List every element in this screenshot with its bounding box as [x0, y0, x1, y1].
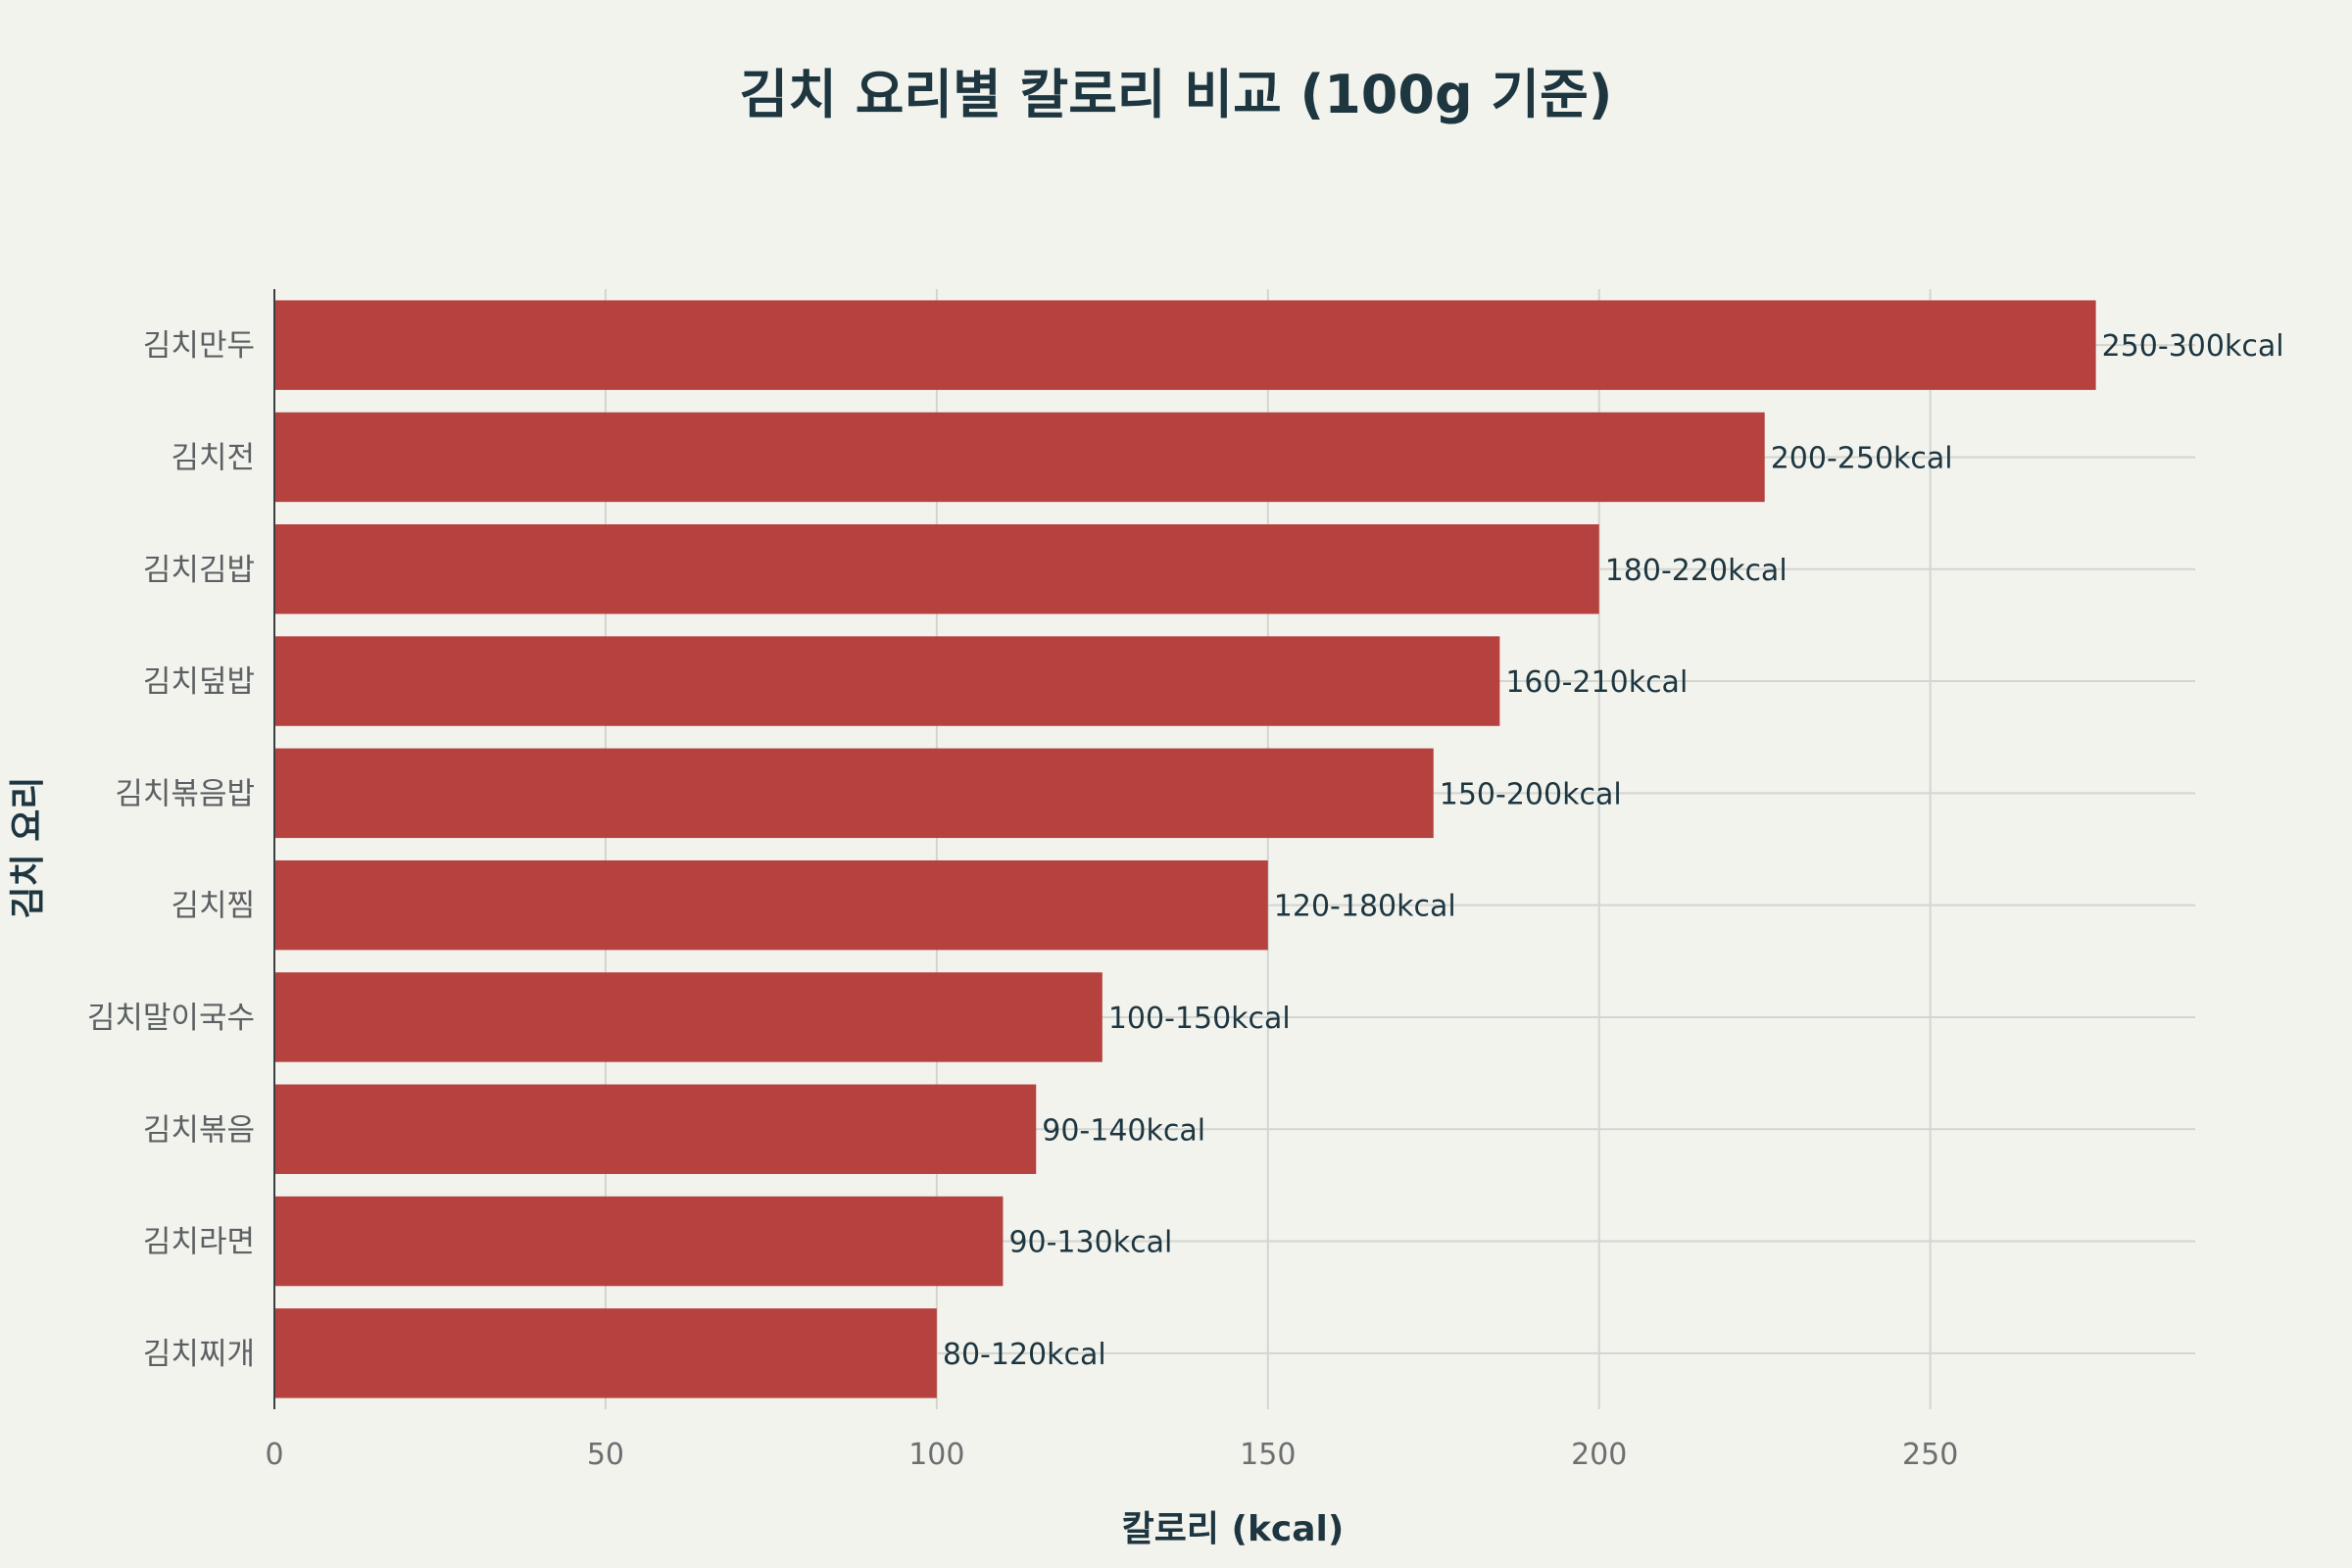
x-tick-label: 200 [1571, 1438, 1627, 1472]
bar [274, 1196, 1004, 1287]
category-label: 김치찌개 [143, 1337, 255, 1372]
category-label: 김치전 [171, 440, 255, 475]
category-label: 김치만두 [143, 328, 255, 364]
y-axis-title: 김치 요리 [8, 776, 48, 918]
bar [274, 1084, 1037, 1174]
category-label: 김치볶음밥 [115, 776, 255, 811]
data-label: 150-200kcal [1440, 777, 1622, 811]
category-label: 김치덮밥 [143, 664, 255, 700]
category-label: 김치라면 [143, 1225, 255, 1260]
category-label: 김치찜 [171, 889, 255, 924]
data-labels: 250-300kcal 200-250kcal 180-220kcal 160-210… [943, 329, 2284, 1372]
bar [274, 300, 2096, 390]
category-label: 김치볶음 [143, 1112, 255, 1148]
data-label: 120-180kcal [1274, 890, 1456, 924]
bar [274, 748, 1434, 839]
x-tick-labels: 0 50 100 150 200 250 [265, 1438, 1958, 1472]
data-label: 160-210kcal [1505, 665, 1688, 700]
bars [274, 300, 2096, 1398]
bar [274, 972, 1102, 1062]
bar [274, 1308, 937, 1398]
x-tick-label: 100 [908, 1438, 964, 1472]
x-tick-label: 0 [265, 1438, 283, 1472]
x-axis-title: 칼로리 (kcal) [1122, 1509, 1345, 1549]
data-label: 250-300kcal [2102, 329, 2284, 364]
category-label: 김치김밥 [143, 553, 255, 588]
data-label: 180-220kcal [1605, 554, 1788, 588]
x-tick-label: 150 [1240, 1438, 1296, 1472]
x-tick-label: 50 [587, 1438, 624, 1472]
y-tick-labels: 김치만두김치전김치김밥김치덮밥김치볶음밥김치찜김치말이국수김치볶음김치라면김치찌… [87, 328, 255, 1372]
data-label: 90-130kcal [1008, 1226, 1172, 1260]
chart-title: 김치 요리별 칼로리 비교 (100g 기준) [740, 64, 1613, 125]
bar [274, 859, 1268, 951]
bar [274, 636, 1500, 726]
bar [274, 524, 1599, 614]
data-label: 200-250kcal [1771, 441, 1953, 475]
data-label: 80-120kcal [943, 1338, 1106, 1372]
data-label: 90-140kcal [1042, 1113, 1205, 1148]
x-tick-label: 250 [1902, 1438, 1958, 1472]
data-label: 100-150kcal [1108, 1002, 1291, 1036]
category-label: 김치말이국수 [87, 1001, 255, 1036]
bar [274, 412, 1765, 503]
